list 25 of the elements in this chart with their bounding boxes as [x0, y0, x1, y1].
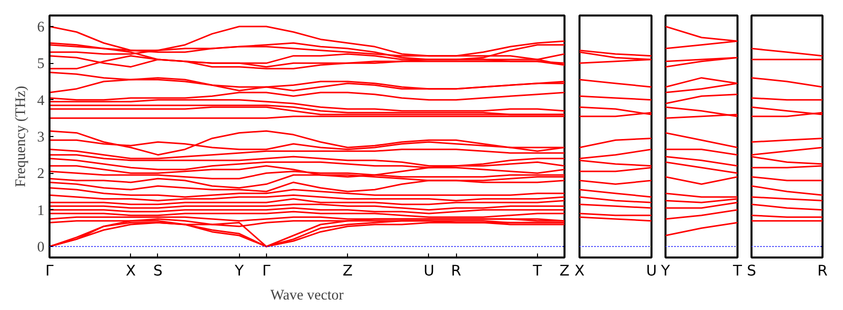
x-tick-label: X	[574, 262, 585, 280]
x-tick-label: U	[646, 262, 657, 280]
x-tick-label: Γ	[262, 262, 272, 280]
y-axis-title: Frequency (THz)	[13, 86, 30, 188]
x-tick-label: Z	[559, 262, 570, 280]
x-tick-label: S	[746, 262, 756, 280]
x-tick-label: Γ	[45, 262, 54, 280]
x-tick-label: R	[450, 262, 462, 280]
x-tick-label: Y	[660, 262, 670, 280]
x-tick-label: Y	[234, 262, 244, 280]
x-tick-label: T	[732, 262, 742, 280]
y-tick-label: 6	[37, 20, 44, 36]
x-tick-label: T	[532, 262, 542, 280]
y-tick-label: 0	[37, 240, 44, 256]
y-tick-label: 3	[37, 130, 44, 146]
y-tick-label: 2	[37, 166, 44, 182]
x-tick-label: S	[153, 262, 163, 280]
x-axis-title: Wave vector	[270, 288, 344, 304]
x-tick-label: X	[126, 262, 136, 280]
y-tick-label: 1	[37, 202, 44, 219]
x-tick-label: U	[424, 262, 434, 280]
y-tick-label: 4	[37, 92, 46, 109]
x-tick-label: Z	[342, 262, 353, 280]
x-tick-label: R	[817, 262, 828, 280]
y-tick-label: 5	[37, 56, 44, 72]
